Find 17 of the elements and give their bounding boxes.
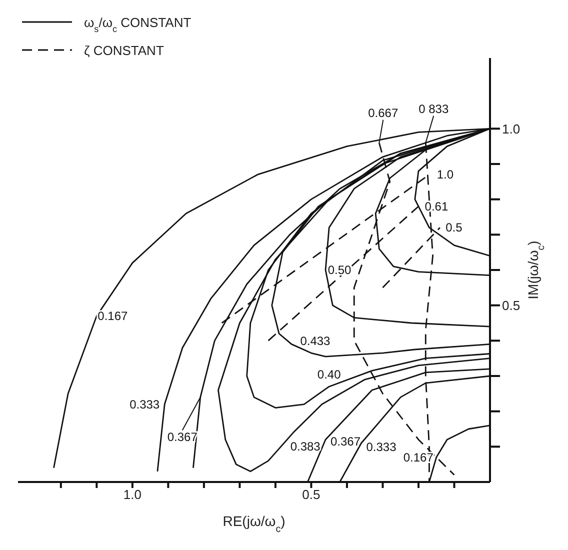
text: 0 833 xyxy=(418,102,449,116)
series-label: 0.333 xyxy=(366,440,397,454)
series-label: 1.0 xyxy=(436,168,454,182)
series-label: 0.40 xyxy=(317,368,342,382)
series-label: 0.167 xyxy=(98,308,128,323)
series-label: 0.433 xyxy=(300,334,331,348)
series-label: 0.333 xyxy=(130,397,160,412)
series-label: 0.383 xyxy=(290,440,321,454)
text: 0.667 xyxy=(368,106,398,120)
x-axis-title: RE(jω/ω$_{c}$) xyxy=(222,513,286,534)
series-label: 0.61 xyxy=(424,199,448,214)
text: ω$_{s}$/ω$_{c}$ CONSTANT xyxy=(84,15,192,34)
annotation: ζ CONSTANT xyxy=(84,43,164,58)
series-label: 0.167 xyxy=(403,450,434,464)
series-label: 0.50 xyxy=(328,263,352,277)
series-label: 0.367 xyxy=(330,434,361,449)
series-label: 0.5 xyxy=(446,220,463,235)
